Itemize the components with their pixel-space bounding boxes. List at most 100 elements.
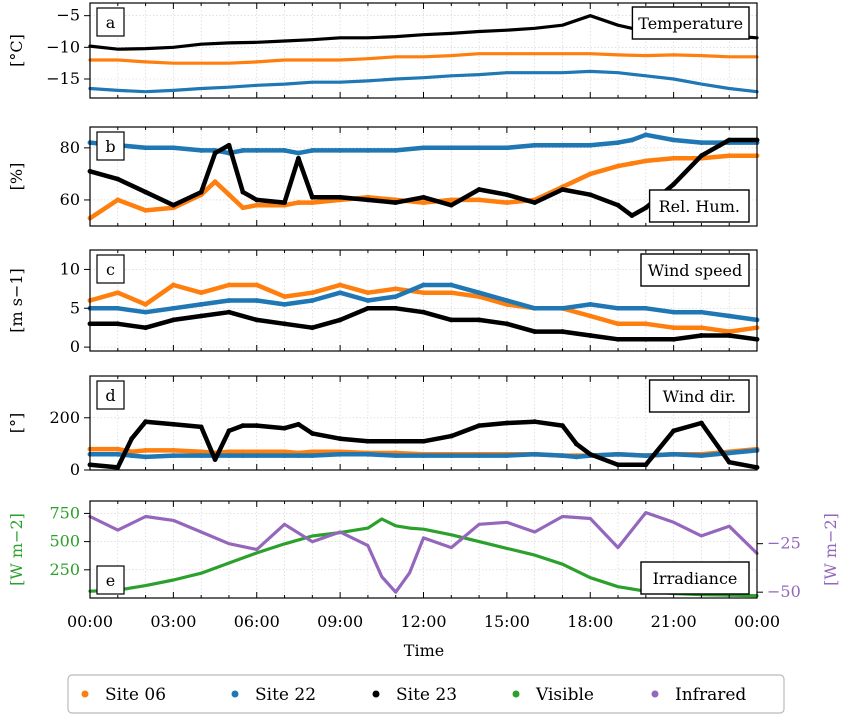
x-axis-label: Time — [404, 641, 444, 660]
data-point — [504, 453, 510, 459]
panel-letter-box — [96, 565, 125, 595]
data-point — [337, 290, 343, 296]
data-point — [226, 298, 232, 303]
series-line — [88, 69, 759, 94]
panel-title-box — [631, 6, 750, 40]
data-point — [365, 290, 371, 296]
data-point — [560, 453, 565, 459]
data-point — [699, 153, 704, 159]
panel-title-box — [640, 561, 750, 595]
data-point — [726, 333, 732, 338]
y-tick-label: 750 — [49, 503, 80, 522]
data-point — [393, 286, 399, 292]
y2-tick-label: −50 — [767, 582, 801, 601]
data-point — [699, 333, 704, 338]
data-point — [421, 200, 426, 205]
data-point — [615, 202, 621, 208]
data-point — [296, 200, 301, 205]
data-point — [629, 137, 635, 143]
data-point — [448, 453, 454, 459]
panel-letter-box — [96, 7, 125, 37]
data-point — [629, 213, 635, 218]
data-point — [699, 453, 704, 459]
data-point — [448, 202, 454, 208]
data-point — [421, 453, 426, 459]
data-point — [393, 453, 399, 459]
panel-title: Irradiance — [653, 569, 738, 588]
panel-title: Wind speed — [648, 261, 743, 280]
x-tick-label: 21:00 — [651, 612, 697, 631]
data-point — [587, 171, 593, 177]
data-point — [143, 419, 148, 425]
data-point — [129, 436, 135, 442]
data-point — [296, 421, 301, 427]
y-tick-label: 0 — [70, 460, 80, 479]
data-point — [573, 441, 579, 447]
data-point — [226, 142, 232, 148]
data-point — [282, 449, 287, 455]
data-point — [643, 453, 649, 459]
data-point — [393, 294, 399, 300]
series-line — [88, 52, 759, 65]
data-point — [421, 290, 426, 296]
data-point — [643, 336, 649, 342]
data-point — [671, 325, 677, 331]
x-tick-label: 00:00 — [67, 612, 113, 631]
data-point — [226, 453, 232, 459]
data-point — [726, 329, 732, 334]
panel-b: 60 80 [%] b Rel. Hum. — [7, 126, 760, 227]
x-tick-label: 06:00 — [234, 612, 280, 631]
y-tick-label: 200 — [49, 408, 80, 427]
data-point — [587, 333, 593, 338]
data-point — [560, 329, 565, 334]
legend-box — [67, 674, 785, 714]
data-point — [309, 148, 315, 153]
data-point — [615, 336, 621, 342]
data-point — [699, 140, 704, 146]
y-tick-label: 5 — [70, 298, 80, 317]
data-point — [393, 305, 399, 311]
panel-letter: d — [105, 386, 115, 405]
data-point — [393, 200, 399, 205]
data-point — [476, 197, 482, 203]
data-point — [143, 301, 148, 307]
data-point — [671, 309, 677, 315]
data-point — [226, 192, 232, 198]
y-axis-label: [°C] — [7, 34, 26, 67]
data-point — [615, 462, 621, 468]
data-point — [421, 145, 426, 151]
data-point — [240, 453, 246, 459]
data-point — [282, 321, 287, 327]
data-point — [254, 317, 260, 323]
data-point — [282, 301, 287, 307]
data-point — [309, 200, 315, 205]
x-tick-label: 03:00 — [150, 612, 196, 631]
data-point — [170, 421, 176, 427]
panel-letter: e — [106, 571, 115, 590]
data-point — [726, 153, 732, 159]
data-point — [143, 454, 148, 460]
data-point — [532, 142, 538, 148]
panel-title-box — [640, 253, 750, 287]
data-point — [254, 282, 260, 288]
data-point — [115, 446, 121, 452]
data-point — [198, 449, 204, 455]
y-axis-label: [W m−2] — [7, 513, 26, 586]
data-point — [726, 450, 732, 456]
data-point — [282, 425, 287, 431]
panel-letter-box — [96, 254, 125, 284]
data-point — [282, 200, 287, 205]
data-point — [671, 336, 677, 342]
data-point — [115, 176, 121, 182]
data-point — [309, 325, 315, 331]
panel-title-box — [648, 379, 750, 413]
panel-d: 0 200 [°] d Wind dir. — [7, 375, 760, 479]
y-tick-label: −10 — [46, 37, 80, 56]
data-point — [587, 142, 593, 148]
legend-marker — [231, 690, 239, 698]
data-point — [476, 317, 482, 323]
data-point — [615, 451, 621, 457]
data-point — [226, 428, 232, 434]
data-point — [726, 313, 732, 319]
